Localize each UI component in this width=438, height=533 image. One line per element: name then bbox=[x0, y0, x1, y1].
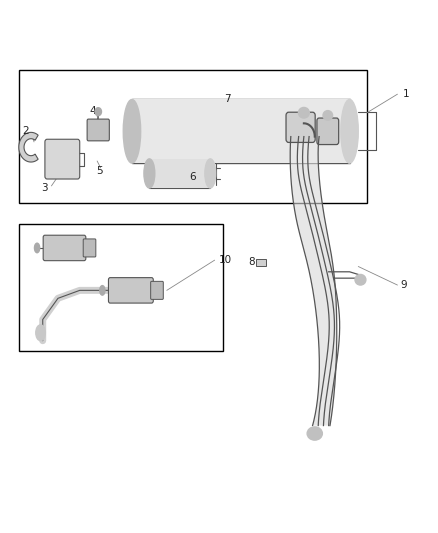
Ellipse shape bbox=[95, 108, 102, 116]
Ellipse shape bbox=[355, 274, 366, 285]
Ellipse shape bbox=[36, 325, 46, 341]
Text: 3: 3 bbox=[42, 183, 48, 193]
Text: 2: 2 bbox=[22, 126, 28, 136]
Ellipse shape bbox=[323, 111, 332, 120]
Text: 5: 5 bbox=[96, 166, 102, 176]
Text: 9: 9 bbox=[401, 280, 407, 290]
FancyBboxPatch shape bbox=[45, 139, 80, 179]
Ellipse shape bbox=[298, 108, 309, 118]
Bar bbox=[149, 159, 210, 188]
Ellipse shape bbox=[100, 286, 105, 295]
Ellipse shape bbox=[35, 243, 40, 253]
Text: 4: 4 bbox=[89, 106, 96, 116]
Text: 7: 7 bbox=[224, 94, 231, 104]
FancyBboxPatch shape bbox=[83, 239, 96, 257]
FancyBboxPatch shape bbox=[286, 112, 315, 142]
Ellipse shape bbox=[144, 159, 155, 188]
Bar bbox=[132, 100, 350, 163]
FancyBboxPatch shape bbox=[87, 119, 110, 141]
Ellipse shape bbox=[307, 427, 322, 440]
FancyBboxPatch shape bbox=[19, 224, 223, 351]
Ellipse shape bbox=[341, 100, 358, 163]
FancyBboxPatch shape bbox=[151, 281, 163, 300]
FancyBboxPatch shape bbox=[43, 235, 86, 261]
Text: 1: 1 bbox=[403, 89, 410, 99]
Text: 10: 10 bbox=[219, 255, 232, 265]
Polygon shape bbox=[290, 136, 337, 425]
Text: 8: 8 bbox=[248, 257, 255, 267]
FancyBboxPatch shape bbox=[317, 118, 339, 144]
Ellipse shape bbox=[123, 100, 141, 163]
FancyBboxPatch shape bbox=[256, 259, 266, 266]
Text: 6: 6 bbox=[190, 172, 196, 182]
FancyBboxPatch shape bbox=[19, 70, 367, 203]
Ellipse shape bbox=[205, 159, 216, 188]
Polygon shape bbox=[19, 132, 38, 162]
FancyBboxPatch shape bbox=[109, 278, 153, 303]
